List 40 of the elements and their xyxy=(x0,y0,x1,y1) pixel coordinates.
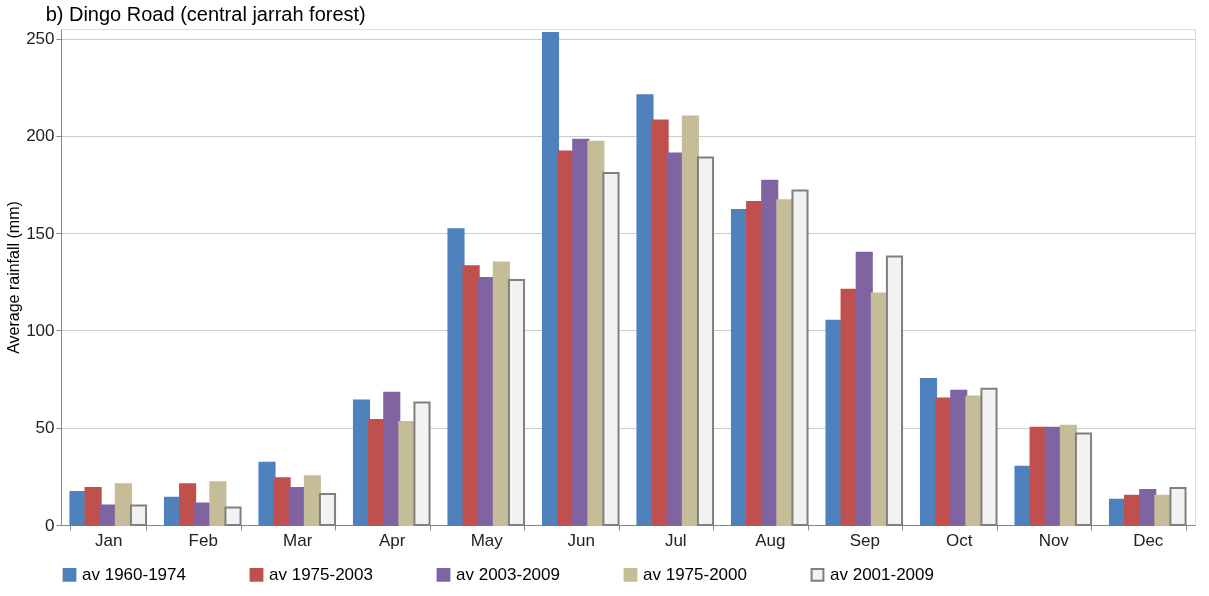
x-tick-label: Mar xyxy=(283,530,313,550)
bar xyxy=(258,461,276,526)
y-axis-title: Average rainfall (mm) xyxy=(5,201,23,354)
bar xyxy=(273,477,291,526)
x-tick-label: Jul xyxy=(664,530,687,550)
x-tick-label: Apr xyxy=(379,530,406,550)
bar xyxy=(1139,488,1157,526)
bar xyxy=(636,94,654,526)
legend-label: av 2001-2009 xyxy=(830,564,934,584)
bar xyxy=(114,483,132,526)
bar xyxy=(383,391,401,526)
bar xyxy=(179,483,197,526)
x-tick-label: Feb xyxy=(188,530,218,550)
y-tick-label: 0 xyxy=(45,515,55,535)
bar xyxy=(69,490,87,526)
x-tick-label: Jun xyxy=(567,530,595,550)
bar xyxy=(1014,465,1032,526)
bar xyxy=(303,475,321,526)
bar xyxy=(84,487,102,526)
bar xyxy=(447,228,465,526)
bar xyxy=(541,31,560,526)
x-tick-label: May xyxy=(470,530,504,550)
x-tick-label: Nov xyxy=(1038,530,1070,550)
y-tick-label: 100 xyxy=(26,320,55,340)
bar xyxy=(825,319,843,526)
x-tick-label: Dec xyxy=(1133,530,1164,550)
y-tick-label: 200 xyxy=(26,126,55,146)
chart-title: b) Dingo Road (central jarrah forest) xyxy=(45,3,366,25)
bar xyxy=(209,481,227,526)
legend-label: av 1975-2000 xyxy=(643,564,747,584)
x-tick-label: Aug xyxy=(755,530,786,550)
x-tick-label: Jan xyxy=(95,530,123,550)
y-tick-label: 150 xyxy=(26,223,55,243)
legend-label: av 1975-2003 xyxy=(269,564,373,584)
x-tick-label: Oct xyxy=(946,530,973,550)
legend-label: av 1960-1974 xyxy=(82,564,186,584)
y-tick-label: 250 xyxy=(26,29,55,49)
legend-label: av 2003-2009 xyxy=(456,564,560,584)
x-tick-label: Sep xyxy=(849,530,880,550)
y-tick-label: 50 xyxy=(35,418,55,438)
